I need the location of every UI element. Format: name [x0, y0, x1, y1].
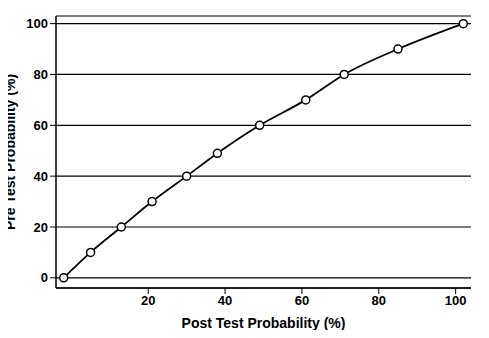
svg-text:60: 60 — [34, 118, 48, 133]
svg-text:60: 60 — [295, 293, 309, 308]
svg-text:0: 0 — [41, 270, 48, 285]
svg-text:80: 80 — [372, 293, 386, 308]
svg-text:20: 20 — [34, 220, 48, 235]
svg-text:80: 80 — [34, 67, 48, 82]
svg-text:Post Test Probability (%): Post Test Probability (%) — [182, 315, 346, 330]
svg-text:40: 40 — [218, 293, 232, 308]
svg-text:100: 100 — [26, 16, 48, 31]
svg-text:100: 100 — [445, 293, 467, 308]
svg-text:40: 40 — [34, 169, 48, 184]
svg-text:Pre Test Probability (%): Pre Test Probability (%) — [8, 74, 18, 230]
svg-text:20: 20 — [141, 293, 155, 308]
